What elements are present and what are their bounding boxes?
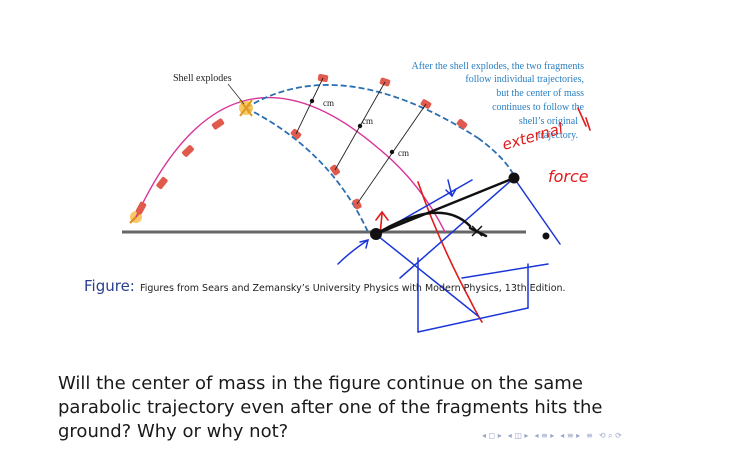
nav-prev-section-icon[interactable]: ◂ ◫ ▸ bbox=[507, 431, 529, 440]
figure-caption: Figure: Figures from Sears and Zemansky’… bbox=[84, 276, 684, 295]
question-line: ground? Why or why not? bbox=[58, 421, 289, 442]
cm-label: cm bbox=[398, 148, 409, 158]
shell-icon bbox=[156, 176, 168, 190]
upper-fragment-trajectory-end bbox=[477, 137, 517, 181]
annotation-line: but the center of mass bbox=[496, 88, 584, 99]
annotation-line: trajectory. bbox=[538, 130, 578, 141]
shell-trajectory bbox=[135, 97, 379, 218]
shell-icon bbox=[135, 201, 147, 215]
nav-toc-icon[interactable]: ≡ bbox=[586, 431, 593, 440]
lower-fragment-trajectory bbox=[245, 107, 369, 233]
ink-cross-icon bbox=[471, 225, 483, 237]
center-of-mass-trajectory bbox=[377, 147, 446, 233]
nav-prev-frame-icon[interactable]: ◂ ◻ ▸ bbox=[482, 431, 502, 440]
cm-dots bbox=[309, 98, 395, 155]
cm-connectors bbox=[295, 77, 427, 205]
explosion-label-pointer bbox=[227, 83, 245, 105]
question-line: parabolic trajectory even after one of t… bbox=[58, 397, 603, 418]
cm-label: cm bbox=[323, 98, 334, 108]
annotation-line: After the shell explodes, the two fragme… bbox=[412, 61, 585, 72]
handwritten-force: force bbox=[548, 167, 589, 186]
shell-icons bbox=[135, 118, 225, 215]
ink-black-dots bbox=[370, 172, 550, 240]
annotation-line: follow individual trajectories, bbox=[465, 74, 584, 85]
slide-navigation: ◂ ◻ ▸ ◂ ◫ ▸ ◂ ≡ ▸ ◂ ≡ ▸ ≡ ⟲ ⌕ ⟳ bbox=[482, 431, 722, 445]
shell-explodes-label: Shell explodes bbox=[173, 73, 232, 84]
ink-blue bbox=[337, 177, 561, 333]
fragment-icon bbox=[456, 118, 468, 130]
question-line: Will the center of mass in the figure co… bbox=[58, 373, 583, 394]
nav-next-subsection-icon[interactable]: ◂ ≡ ▸ bbox=[560, 431, 581, 440]
nav-search-icon[interactable]: ⟲ ⌕ ⟳ bbox=[598, 431, 622, 440]
nav-prev-subsection-icon[interactable]: ◂ ≡ ▸ bbox=[534, 431, 555, 440]
question-text: Will the center of mass in the figure co… bbox=[58, 372, 658, 444]
cm-label: cm bbox=[362, 116, 373, 126]
explosion-icon bbox=[239, 99, 253, 117]
shell-icon bbox=[182, 145, 194, 157]
annotation-line: continues to follow the bbox=[492, 102, 584, 113]
figure-annotation: After the shell explodes, the two fragme… bbox=[412, 61, 585, 141]
upper-fragment-trajectory bbox=[245, 84, 479, 139]
shell-icon bbox=[211, 118, 225, 130]
ink-black bbox=[374, 176, 516, 238]
annotation-line: shell’s original bbox=[519, 116, 578, 127]
caption-text: Figures from Sears and Zemansky’s Univer… bbox=[139, 283, 566, 294]
caption-label: Figure: bbox=[84, 277, 135, 295]
upper-fragment-icons bbox=[317, 74, 468, 130]
